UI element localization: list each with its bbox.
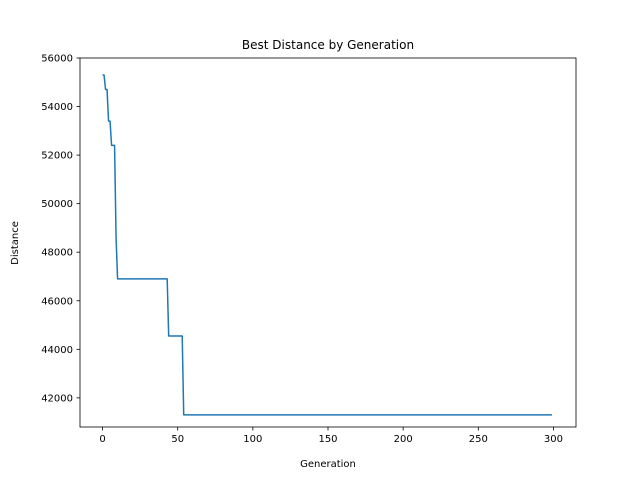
x-tick-label: 300 xyxy=(544,434,563,445)
y-tick-label: 46000 xyxy=(41,296,73,307)
y-tick-label: 48000 xyxy=(41,248,73,259)
x-tick-label: 250 xyxy=(469,434,488,445)
plot-frame xyxy=(79,57,577,428)
y-tick-label: 52000 xyxy=(41,151,73,162)
y-tick-label: 44000 xyxy=(41,345,73,356)
y-tick-label: 54000 xyxy=(41,102,73,113)
y-tick-label: 42000 xyxy=(41,393,73,404)
series-line-best-distance xyxy=(102,74,552,416)
x-tick-label: 50 xyxy=(171,434,184,445)
x-tick-label: 200 xyxy=(394,434,413,445)
chart-title: Best Distance by Generation xyxy=(242,38,414,52)
x-tick-label: 150 xyxy=(318,434,337,445)
x-tick-label: 100 xyxy=(243,434,262,445)
x-axis-label: Generation xyxy=(300,459,356,470)
y-tick-label: 56000 xyxy=(41,54,73,65)
y-axis-ticks: 42000 44000 46000 48000 50000 52000 54000 56000 xyxy=(41,54,80,404)
y-tick-label: 50000 xyxy=(41,199,73,210)
x-axis-ticks: 0 50 100 150 200 250 300 xyxy=(99,427,563,445)
x-tick-label: 0 xyxy=(99,434,105,445)
y-axis-label: Distance xyxy=(10,221,21,265)
